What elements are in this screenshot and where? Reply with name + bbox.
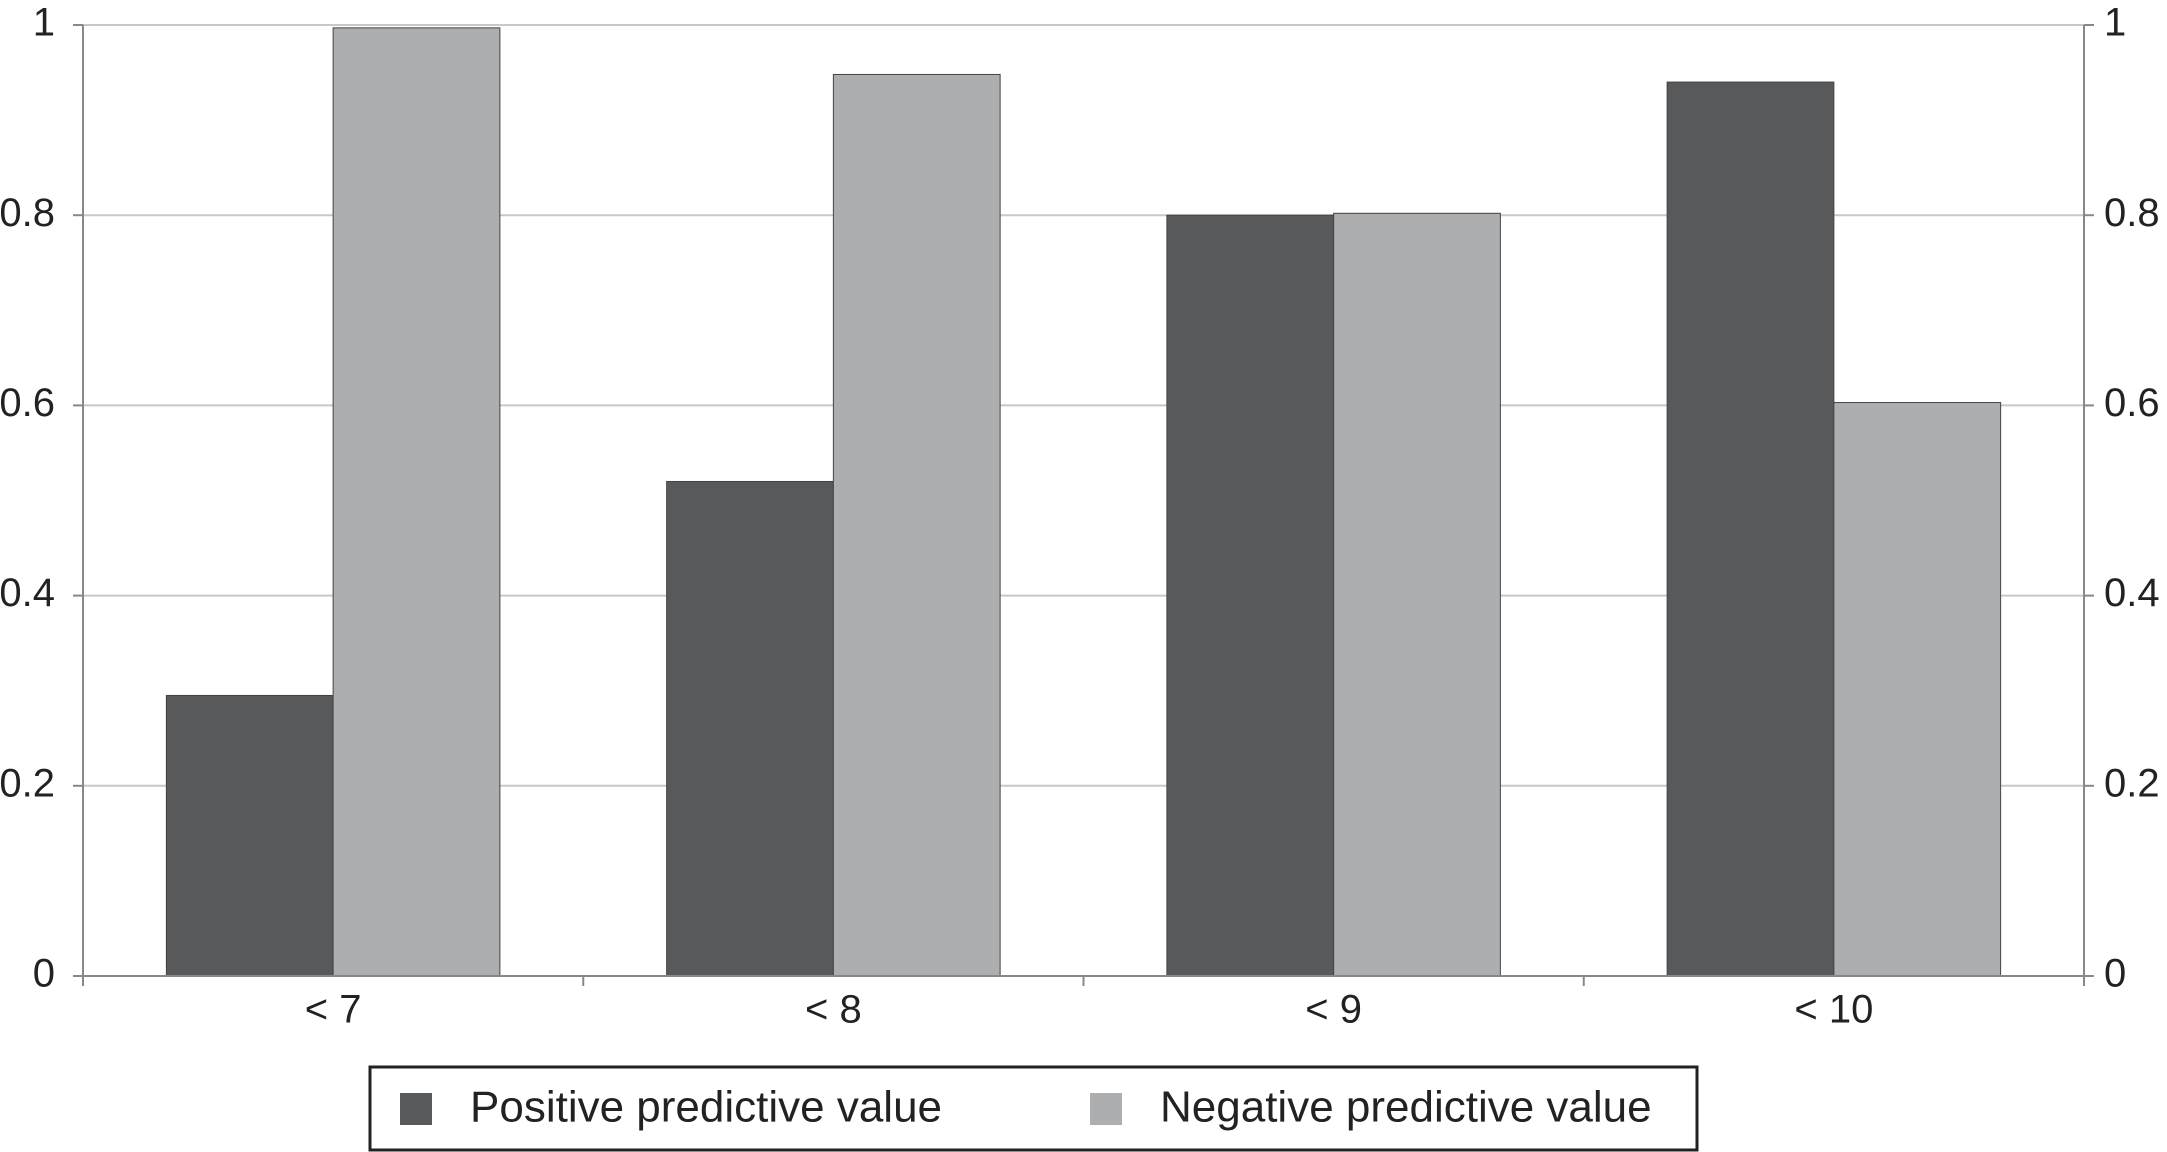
bar — [1833, 402, 2002, 977]
bar — [332, 27, 501, 977]
y-tick-label: 0.2 — [0, 761, 55, 805]
legend-text: Negative predictive value — [1160, 1083, 1652, 1132]
legend-swatch — [400, 1093, 432, 1125]
x-tick-label: < 8 — [805, 988, 862, 1032]
bar — [1166, 214, 1335, 977]
y-tick-label: 0.8 — [0, 191, 55, 235]
y2-tick-label: 0.4 — [2104, 571, 2160, 615]
bar — [832, 73, 1001, 977]
y2-tick-label: 0.2 — [2104, 761, 2160, 805]
x-tick-label: < 10 — [1794, 988, 1873, 1032]
y-tick-label: 0.4 — [0, 571, 55, 615]
bar — [165, 694, 334, 977]
y2-tick-label: 0.8 — [2104, 191, 2160, 235]
legend-text: Positive predictive value — [470, 1083, 942, 1132]
legend-box — [368, 1065, 1699, 1152]
x-tick-label: < 9 — [1305, 988, 1362, 1032]
y-tick-label: 0 — [33, 952, 55, 996]
y-tick-label: 1 — [33, 1, 55, 45]
y2-tick-label: 0.6 — [2104, 381, 2160, 425]
x-tick-label: < 7 — [305, 988, 362, 1032]
bar — [1666, 81, 1835, 977]
y2-tick-label: 1 — [2104, 1, 2126, 45]
legend-swatch — [1090, 1093, 1122, 1125]
y-tick-label: 0.6 — [0, 381, 55, 425]
y2-tick-label: 0 — [2104, 952, 2126, 996]
bar — [666, 480, 834, 977]
bar — [1333, 212, 1501, 977]
